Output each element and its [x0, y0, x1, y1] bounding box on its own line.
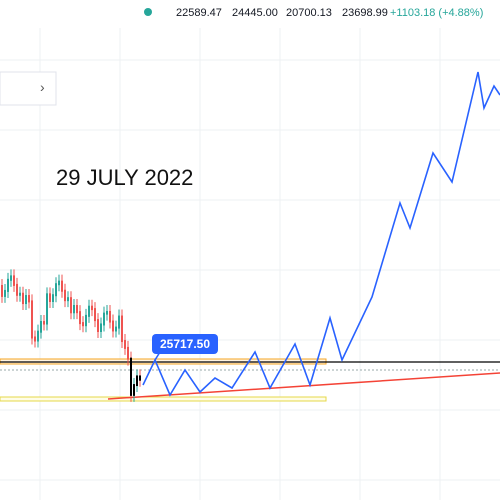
- price-label-box: [152, 334, 218, 354]
- candle-body: [1, 285, 3, 297]
- trend-line: [107, 372, 500, 400]
- candle-body: [58, 280, 60, 286]
- candle-body: [46, 293, 48, 325]
- candle-body: [82, 322, 84, 327]
- side-panel[interactable]: [0, 71, 57, 106]
- open: 22589.47: [176, 7, 222, 19]
- price-label: 25717.50: [160, 337, 210, 351]
- candle-body: [109, 310, 111, 323]
- candle-body: [10, 275, 12, 281]
- candle-body: [97, 319, 99, 332]
- candle-body: [136, 375, 138, 387]
- candle-body: [94, 308, 96, 322]
- candles: [1, 269, 141, 402]
- panel-arrow[interactable]: ›: [40, 79, 45, 95]
- candle-body: [91, 305, 93, 311]
- low: 20700.13: [286, 7, 332, 19]
- candle-body: [52, 294, 54, 302]
- candle-body: [34, 336, 36, 342]
- candle-body: [127, 346, 129, 360]
- close: 23698.99: [342, 7, 388, 19]
- candle-body: [25, 295, 27, 305]
- candle-body: [133, 384, 135, 396]
- status-dot: [144, 8, 152, 16]
- annotation: 29 JULY 2022: [56, 165, 193, 190]
- change: +1103.18 (+4.88%): [390, 7, 483, 19]
- candle-body: [55, 283, 57, 297]
- candle-body: [106, 310, 108, 315]
- candle-body: [88, 305, 90, 317]
- high: 24445.00: [232, 7, 278, 19]
- candle-body: [7, 278, 9, 292]
- candle-body: [73, 305, 75, 314]
- projection-path: [142, 71, 500, 397]
- candle-body: [61, 280, 63, 292]
- candle-body: [70, 297, 72, 314]
- support-zone: [0, 396, 327, 402]
- candle-body: [103, 312, 105, 326]
- candle-body: [139, 375, 141, 381]
- candle-body: [79, 311, 81, 325]
- candle-body: [4, 289, 6, 297]
- candle-body: [64, 289, 66, 302]
- candle-body: [49, 293, 51, 302]
- candle-body: [16, 283, 18, 296]
- candle-body: [28, 295, 30, 303]
- candle-body: [67, 297, 69, 302]
- candle-body: [22, 292, 24, 305]
- candle-body: [112, 320, 114, 332]
- candle-body: [76, 305, 78, 314]
- candle-body: [115, 326, 117, 332]
- candle-body: [40, 321, 42, 333]
- candle-body: [19, 292, 21, 296]
- candle-body: [121, 315, 123, 343]
- candle-body: [37, 330, 39, 342]
- candle-body: [31, 300, 33, 339]
- candle-body: [118, 315, 120, 329]
- candle-body: [130, 357, 132, 396]
- candle-body: [85, 314, 87, 327]
- grid: [0, 28, 500, 500]
- candle-body: [124, 340, 126, 349]
- candle-body: [43, 321, 45, 325]
- candle-body: [100, 323, 102, 332]
- candle-body: [13, 275, 15, 286]
